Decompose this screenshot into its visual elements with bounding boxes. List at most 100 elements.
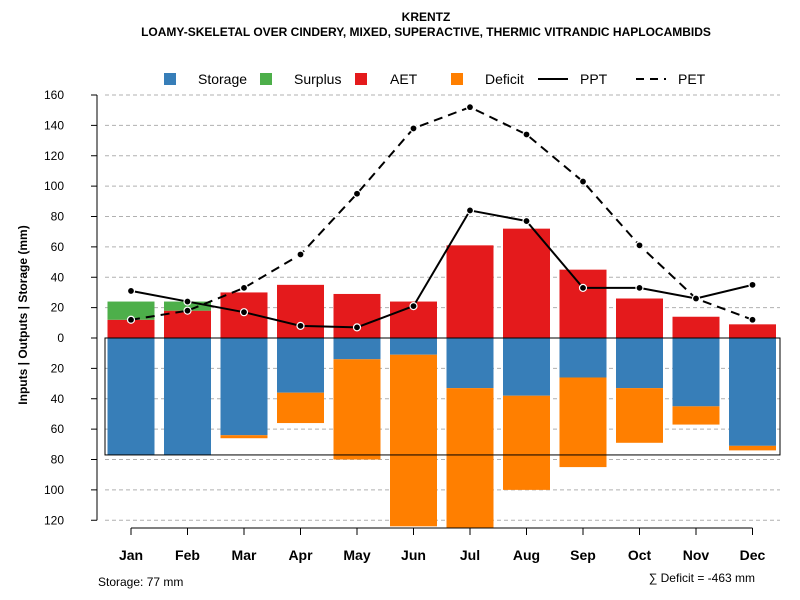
storage-bar <box>672 338 720 407</box>
legend-ppt-label: PPT <box>580 71 608 87</box>
ppt-point <box>465 206 475 215</box>
aet-bar <box>616 298 663 338</box>
surplus-bar <box>107 301 155 320</box>
x-tick-label-jul: Jul <box>460 547 480 563</box>
aet-bar <box>277 284 324 338</box>
storage-bar <box>277 338 324 393</box>
deficit-bar <box>333 359 381 460</box>
y-tick-label: 120 <box>44 513 64 527</box>
deficit-bar <box>277 392 324 424</box>
storage-capacity-box <box>104 337 781 456</box>
storage-bar <box>559 338 607 378</box>
pet-point <box>578 177 588 186</box>
y-axis: 0 20 40 60 80 100 120 140 160 20 40 60 80 100 120 <box>44 88 98 527</box>
ppt-point <box>691 294 701 303</box>
pet-point <box>296 250 305 259</box>
ppt-point <box>748 280 757 289</box>
pet-point <box>183 306 192 315</box>
ppt-line <box>130 209 753 329</box>
ppt-point <box>183 297 192 306</box>
deficit-bar <box>220 435 268 439</box>
aet-bar <box>559 269 607 338</box>
storage-bar <box>446 338 494 389</box>
legend-surplus-label: Surplus <box>294 71 341 87</box>
x-tick-label-aug: Aug <box>513 547 540 563</box>
x-tick-label-sep: Sep <box>570 547 596 563</box>
y-tick-label: 120 <box>44 149 64 163</box>
y-axis-label: Inputs | Outputs | Storage (mm) <box>16 225 30 404</box>
y-tick-label: 40 <box>51 392 65 406</box>
pet-point <box>465 103 475 112</box>
legend-surplus-swatch <box>260 73 272 85</box>
y-tick-label: 160 <box>44 88 64 102</box>
pet-point <box>748 315 757 324</box>
deficit-bar <box>446 388 494 528</box>
ppt-point <box>635 283 644 292</box>
pet-point <box>635 241 644 250</box>
chart-title: KRENTZ <box>402 10 451 24</box>
legend-storage-label: Storage <box>198 71 247 87</box>
aet-bar <box>107 319 155 338</box>
ppt-point <box>522 216 531 226</box>
ppt-point <box>239 308 249 317</box>
deficit-bar <box>616 388 663 443</box>
deficit-bar <box>559 377 607 468</box>
ppt-point <box>578 283 588 292</box>
y-tick-label: 80 <box>51 210 65 224</box>
surplus-bar <box>164 301 211 311</box>
series-lines <box>126 103 757 332</box>
storage-bar <box>729 338 776 446</box>
pet-point <box>126 315 136 324</box>
legend: Storage Surplus AET Deficit PPT PET <box>164 71 706 87</box>
ppt-point <box>409 302 418 311</box>
pet-point <box>409 124 418 133</box>
ppt-point <box>126 286 136 296</box>
legend-deficit-swatch <box>451 73 463 85</box>
storage-bar <box>616 338 663 389</box>
aet-bar <box>446 245 494 338</box>
storage-bar <box>107 338 155 455</box>
storage-bar <box>333 338 381 360</box>
deficit-bar <box>503 395 550 490</box>
deficit-bar <box>672 406 720 425</box>
gridlines <box>105 94 780 521</box>
legend-aet-swatch <box>355 73 367 85</box>
ppt-point <box>296 321 305 330</box>
x-tick-label-may: May <box>343 547 370 563</box>
y-tick-label: 140 <box>44 118 64 132</box>
x-tick-label-mar: Mar <box>232 547 257 563</box>
pet-point <box>239 283 249 292</box>
chart-subtitle: LOAMY-SKELETAL OVER CINDERY, MIXED, SUPE… <box>141 25 711 39</box>
x-tick-label-apr: Apr <box>288 547 313 563</box>
storage-bar <box>503 338 550 396</box>
pet-point <box>522 130 531 139</box>
deficit-bar <box>729 445 776 451</box>
storage-bar <box>164 338 211 455</box>
x-tick-label-dec: Dec <box>740 547 766 563</box>
y-tick-label: 20 <box>51 301 65 315</box>
legend-deficit-label: Deficit <box>485 71 524 87</box>
x-tick-label-jan: Jan <box>119 547 143 563</box>
x-tick-label-feb: Feb <box>175 547 200 563</box>
aet-bar <box>503 228 550 338</box>
y-tick-label: 0 <box>57 331 64 345</box>
storage-bar <box>220 338 268 436</box>
y-tick-label: 60 <box>51 422 65 436</box>
deficit-footnote: ∑ Deficit = -463 mm <box>649 571 755 585</box>
y-tick-label: 60 <box>51 240 65 254</box>
pet-point <box>352 189 362 198</box>
legend-storage-swatch <box>164 73 176 85</box>
legend-pet-label: PET <box>678 71 706 87</box>
x-tick-label-nov: Nov <box>683 547 710 563</box>
deficit-bar <box>390 354 437 527</box>
aet-bar <box>729 324 776 338</box>
storage-bar <box>390 338 437 355</box>
x-tick-label-jun: Jun <box>401 547 426 563</box>
y-tick-label: 40 <box>51 270 65 284</box>
legend-aet-label: AET <box>390 71 418 87</box>
ppt-point <box>352 323 362 332</box>
pet-line <box>130 106 753 321</box>
x-tick-label-oct: Oct <box>628 547 652 563</box>
aet-bar <box>672 316 720 338</box>
